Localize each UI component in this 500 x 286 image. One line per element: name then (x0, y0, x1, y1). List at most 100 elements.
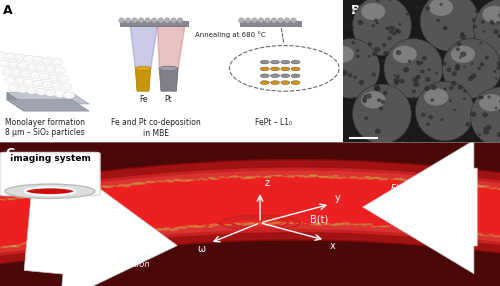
Circle shape (378, 178, 388, 180)
Ellipse shape (51, 59, 62, 65)
Circle shape (79, 237, 83, 238)
Circle shape (348, 125, 351, 128)
Ellipse shape (76, 231, 85, 235)
Circle shape (182, 227, 188, 229)
Circle shape (324, 223, 330, 225)
Circle shape (38, 242, 45, 244)
Ellipse shape (482, 6, 500, 23)
Circle shape (230, 175, 239, 178)
Circle shape (486, 125, 492, 130)
Circle shape (412, 77, 418, 82)
Circle shape (488, 234, 494, 236)
Circle shape (67, 191, 70, 192)
Circle shape (482, 30, 486, 33)
Circle shape (342, 177, 347, 178)
Ellipse shape (424, 88, 448, 106)
Circle shape (485, 55, 489, 59)
Circle shape (310, 224, 314, 225)
Circle shape (436, 19, 440, 22)
Polygon shape (0, 171, 500, 252)
Circle shape (392, 32, 396, 36)
Circle shape (329, 176, 338, 179)
Circle shape (454, 231, 459, 232)
Circle shape (291, 74, 300, 78)
Circle shape (399, 179, 406, 181)
Ellipse shape (48, 231, 50, 233)
Ellipse shape (48, 67, 51, 69)
Circle shape (421, 113, 426, 117)
Ellipse shape (132, 18, 138, 23)
Ellipse shape (7, 78, 11, 80)
Circle shape (455, 64, 460, 68)
Circle shape (452, 71, 457, 76)
Ellipse shape (58, 75, 68, 82)
Circle shape (15, 196, 24, 199)
Circle shape (89, 235, 94, 237)
Text: Actuation direction: Actuation direction (70, 260, 150, 269)
Circle shape (126, 184, 132, 186)
Ellipse shape (64, 92, 75, 99)
Polygon shape (136, 68, 150, 91)
Ellipse shape (138, 18, 144, 23)
Circle shape (374, 47, 380, 52)
Circle shape (364, 116, 368, 120)
Circle shape (394, 226, 398, 227)
Circle shape (267, 222, 276, 225)
Ellipse shape (92, 223, 102, 227)
Circle shape (376, 0, 380, 2)
Circle shape (456, 184, 463, 186)
Circle shape (240, 177, 249, 179)
Circle shape (312, 222, 320, 224)
Ellipse shape (392, 46, 417, 63)
Circle shape (185, 179, 192, 182)
Ellipse shape (60, 229, 64, 231)
Circle shape (374, 18, 378, 21)
Ellipse shape (278, 18, 283, 23)
Ellipse shape (47, 225, 50, 226)
Ellipse shape (42, 81, 54, 88)
Circle shape (120, 232, 129, 235)
Circle shape (329, 92, 334, 97)
Circle shape (388, 0, 392, 1)
Circle shape (82, 235, 92, 238)
Circle shape (130, 182, 140, 185)
Circle shape (411, 96, 417, 102)
Circle shape (277, 175, 283, 177)
Circle shape (456, 42, 462, 46)
Circle shape (394, 28, 399, 33)
Ellipse shape (78, 231, 80, 233)
Circle shape (364, 177, 374, 180)
Circle shape (61, 239, 66, 241)
Ellipse shape (8, 61, 20, 68)
Ellipse shape (56, 68, 60, 70)
Circle shape (244, 176, 252, 178)
Circle shape (262, 176, 268, 178)
Circle shape (174, 227, 181, 229)
Circle shape (340, 71, 345, 76)
Circle shape (342, 222, 350, 225)
Circle shape (207, 226, 214, 228)
Circle shape (440, 231, 450, 233)
Circle shape (414, 146, 420, 151)
Circle shape (430, 85, 437, 90)
Circle shape (100, 235, 103, 236)
Circle shape (404, 226, 410, 228)
Circle shape (286, 222, 294, 224)
Circle shape (470, 112, 476, 117)
Circle shape (167, 180, 175, 182)
Circle shape (318, 176, 327, 178)
Circle shape (0, 246, 8, 248)
Circle shape (264, 176, 272, 178)
Circle shape (158, 228, 162, 230)
Circle shape (100, 234, 108, 237)
Circle shape (282, 222, 290, 224)
Circle shape (353, 76, 357, 79)
Circle shape (441, 61, 446, 66)
Circle shape (260, 81, 269, 84)
Circle shape (308, 174, 316, 176)
Ellipse shape (62, 84, 66, 87)
Circle shape (449, 100, 452, 102)
Circle shape (426, 122, 430, 126)
Circle shape (142, 231, 149, 233)
Circle shape (364, 176, 370, 178)
